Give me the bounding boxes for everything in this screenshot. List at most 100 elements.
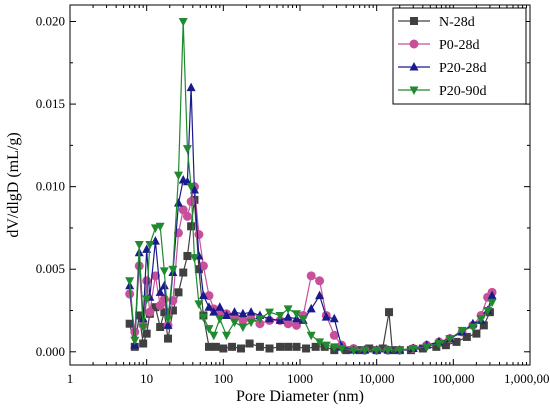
data-point-p20-90d xyxy=(159,267,169,276)
data-point-p20-28d xyxy=(182,176,192,186)
data-point-p20-90d xyxy=(189,254,199,263)
data-point-n-28d xyxy=(311,342,320,351)
series-p20-90d xyxy=(125,18,497,356)
legend-marker-p20-90d xyxy=(409,86,419,95)
data-point-p20-90d xyxy=(434,340,444,349)
data-point-p0-28d xyxy=(145,307,155,317)
data-point-p20-90d xyxy=(321,341,331,351)
legend-label-p0-28d: P0-28d xyxy=(439,38,479,53)
data-point-p20-90d xyxy=(230,318,240,328)
data-point-p20-90d xyxy=(372,346,382,356)
data-point-p0-28d xyxy=(150,271,160,281)
y-tick-label: 0.015 xyxy=(36,96,65,111)
data-point-p20-90d xyxy=(306,331,316,341)
data-point-p20-28d xyxy=(238,308,248,318)
data-point-p20-28d xyxy=(329,313,339,323)
series-p20-28d xyxy=(125,82,497,354)
data-point-p20-28d xyxy=(198,290,208,300)
data-point-p20-90d xyxy=(483,307,493,316)
data-point-p20-28d xyxy=(222,310,232,319)
data-point-p20-90d xyxy=(150,224,160,233)
data-point-p20-90d xyxy=(457,326,467,336)
data-point-p20-28d xyxy=(315,290,325,300)
data-point-p20-28d xyxy=(283,312,293,321)
data-point-n-28d xyxy=(265,344,274,353)
data-point-n-28d xyxy=(378,344,387,353)
x-tick-label: 1 xyxy=(67,371,74,386)
data-point-p20-90d xyxy=(445,335,455,344)
data-point-p20-28d xyxy=(186,82,196,92)
data-point-p20-90d xyxy=(130,336,140,346)
x-tick-label: 100,000 xyxy=(432,371,474,386)
data-point-n-28d xyxy=(211,342,220,351)
data-point-p0-28d xyxy=(238,315,248,325)
data-point-p20-90d xyxy=(255,315,265,324)
data-point-p20-90d xyxy=(222,331,232,341)
data-point-p20-90d xyxy=(360,346,370,356)
data-point-p20-28d xyxy=(487,290,497,300)
data-point-p20-90d xyxy=(246,318,256,328)
legend-marker-n-28d xyxy=(410,17,418,25)
data-point-n-28d xyxy=(142,329,151,338)
data-point-p20-90d xyxy=(408,344,418,354)
data-point-n-28d xyxy=(342,346,351,355)
x-tick-label: 1,000,000 xyxy=(504,371,550,386)
data-point-p0-28d xyxy=(178,205,188,215)
data-point-p20-90d xyxy=(283,305,293,314)
data-point-p20-90d xyxy=(395,346,405,356)
data-point-p20-90d xyxy=(468,323,478,333)
data-point-n-28d xyxy=(139,339,148,348)
data-point-n-28d xyxy=(179,268,188,277)
data-point-n-28d xyxy=(219,344,228,353)
data-point-p20-90d xyxy=(198,313,208,323)
data-point-n-28d xyxy=(276,342,285,351)
data-point-p20-28d xyxy=(230,307,240,316)
plot-marks xyxy=(125,18,497,356)
data-point-n-28d xyxy=(284,342,293,351)
data-point-p20-90d xyxy=(487,298,497,308)
data-point-n-28d xyxy=(472,329,481,338)
data-point-n-28d xyxy=(452,337,461,346)
data-point-n-28d xyxy=(441,341,450,350)
data-point-p20-90d xyxy=(383,346,393,356)
data-point-p20-90d xyxy=(138,323,148,333)
data-point-p20-90d xyxy=(134,240,144,250)
data-point-p20-28d xyxy=(215,302,225,311)
data-point-n-28d xyxy=(168,306,177,315)
data-point-p0-28d xyxy=(306,271,316,281)
data-point-p20-28d xyxy=(155,287,165,296)
data-point-n-28d xyxy=(462,332,471,341)
data-point-p0-28d xyxy=(142,276,152,286)
series-p0-28d xyxy=(125,182,497,355)
data-point-n-28d xyxy=(385,308,394,317)
data-point-p0-28d xyxy=(155,301,165,311)
data-point-n-28d xyxy=(237,344,246,353)
data-point-n-28d xyxy=(125,319,134,328)
data-point-p0-28d xyxy=(329,330,339,340)
data-point-n-28d xyxy=(255,342,264,351)
data-point-p20-90d xyxy=(215,315,225,324)
data-point-p20-90d xyxy=(349,346,359,356)
data-point-p0-28d xyxy=(186,197,196,207)
data-point-p20-90d xyxy=(209,331,219,341)
data-point-p20-28d xyxy=(246,307,256,316)
data-point-p20-90d xyxy=(125,277,135,286)
data-point-p20-28d xyxy=(173,198,183,207)
data-point-p20-90d xyxy=(291,310,301,319)
data-point-p0-28d xyxy=(125,289,135,299)
data-point-n-28d xyxy=(183,252,192,261)
legend-label-p20-28d: P20-28d xyxy=(439,61,486,76)
x-axis: 1 10 100 1000 10,000 100,000 1,000,000 xyxy=(67,5,550,386)
data-point-p20-28d xyxy=(321,312,331,321)
data-point-p20-90d xyxy=(264,308,274,318)
data-point-p0-28d xyxy=(182,211,192,221)
x-axis-title: Pore Diameter (nm) xyxy=(236,388,364,405)
data-point-n-28d xyxy=(156,323,165,332)
y-tick-label: 0.000 xyxy=(36,344,65,359)
data-point-p20-90d xyxy=(329,343,339,352)
data-point-p20-90d xyxy=(275,311,285,321)
data-point-p20-90d xyxy=(163,315,173,324)
data-point-p0-28d xyxy=(315,276,325,286)
data-point-n-28d xyxy=(160,308,169,317)
